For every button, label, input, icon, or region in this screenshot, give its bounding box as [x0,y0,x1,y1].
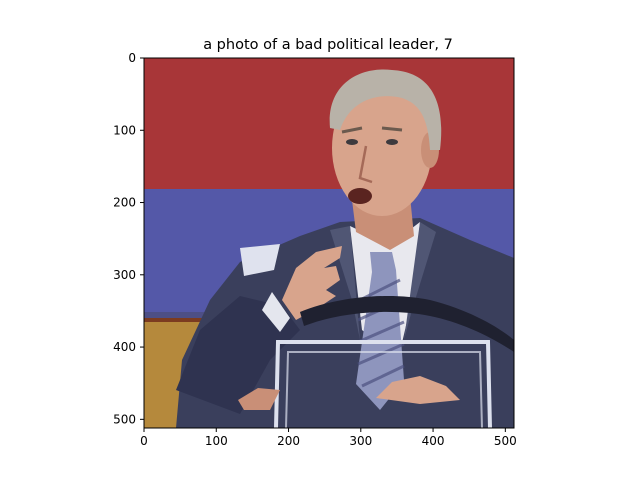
y-tick-label: 500 [113,412,136,426]
chart-title: a photo of a bad political leader, 7 [203,37,453,53]
x-tick-label: 500 [494,434,517,448]
clear-podium [274,340,492,428]
y-tick-label: 400 [113,340,136,354]
y-axis-ticks: 0 100 200 300 400 500 [113,51,144,426]
x-tick-label: 400 [422,434,445,448]
speaker-raised-hand [282,246,342,320]
backdrop-red-panel [144,58,514,189]
y-tick-label: 300 [113,268,136,282]
y-tick-label: 200 [113,196,136,210]
y-tick-label: 0 [128,51,136,65]
image-axes: 0 100 200 300 400 500 0 100 200 300 400 500 [113,51,517,448]
speaker-face [332,80,432,216]
x-axis-ticks: 0 100 200 300 400 500 [140,428,517,448]
x-tick-label: 100 [205,434,228,448]
x-tick-label: 0 [140,434,148,448]
x-tick-label: 200 [277,434,300,448]
axes-frame [143,57,515,429]
x-tick-label: 300 [349,434,372,448]
displayed-image [144,58,514,428]
speaker-hair [329,69,442,150]
y-tick-label: 100 [113,123,136,137]
